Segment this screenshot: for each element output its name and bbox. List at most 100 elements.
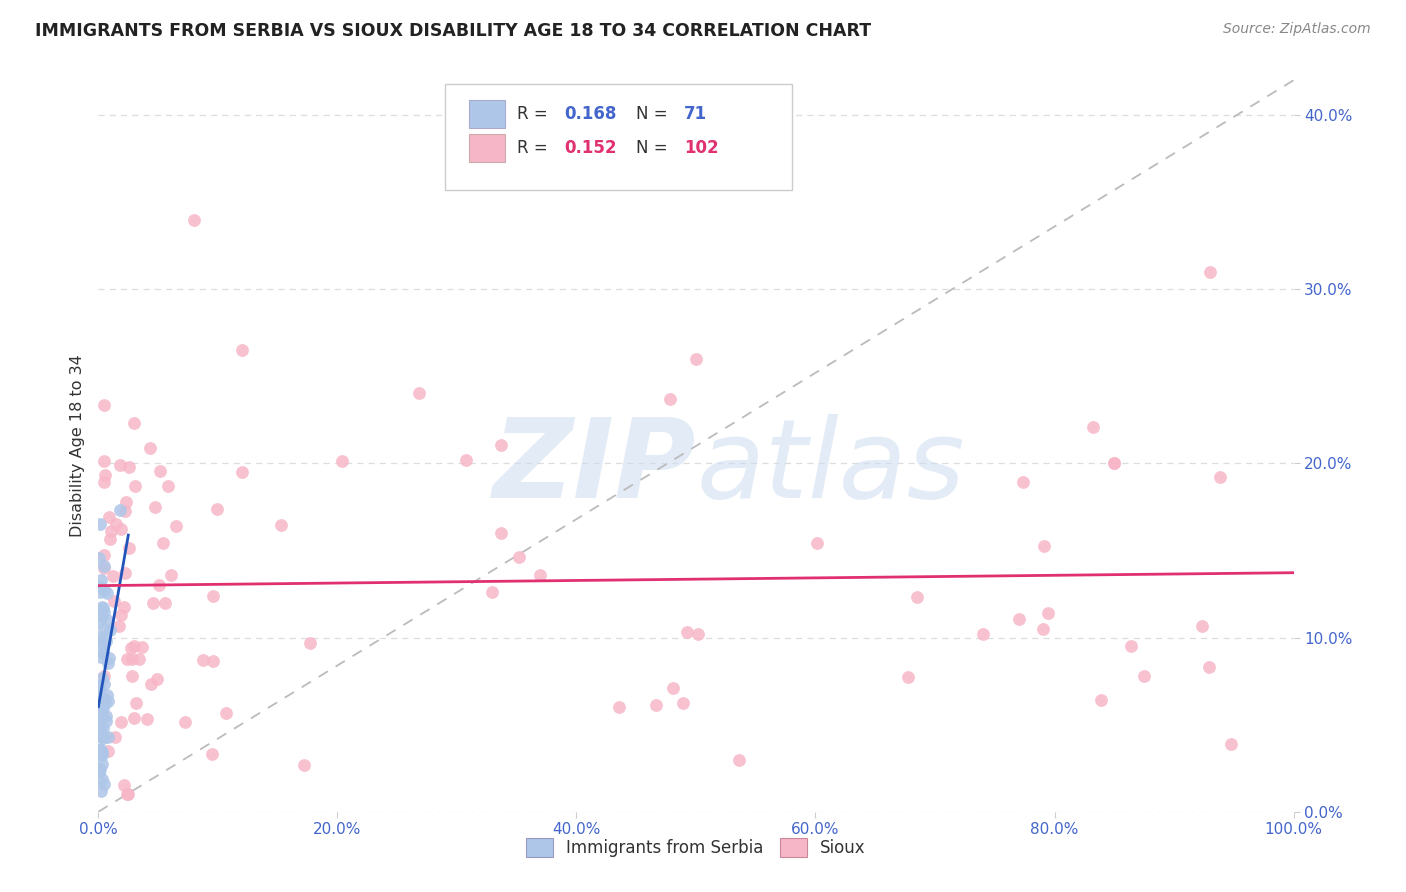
Point: [117, 541, 139, 555]
Point: [90, 573, 112, 587]
Point: [292, 757, 315, 772]
Point: [112, 778, 135, 792]
Point: [1133, 669, 1156, 683]
Point: [108, 619, 131, 633]
Point: [105, 516, 128, 531]
Point: [141, 677, 163, 691]
Point: [121, 652, 143, 666]
Point: [93, 777, 115, 791]
Point: [89, 723, 111, 738]
Point: [87, 762, 110, 776]
Point: [152, 536, 174, 550]
Point: [90, 772, 112, 787]
Point: [138, 441, 160, 455]
Point: [89, 744, 111, 758]
Point: [905, 590, 928, 604]
Point: [1219, 737, 1241, 751]
Point: [89, 580, 111, 594]
Point: [94, 468, 117, 483]
Point: [96, 613, 118, 627]
Point: [94, 634, 117, 648]
Point: [103, 569, 125, 583]
Point: [90, 745, 112, 759]
Point: [1121, 639, 1143, 653]
Point: [645, 698, 668, 712]
FancyBboxPatch shape: [446, 84, 792, 190]
Point: [120, 641, 142, 656]
Point: [659, 392, 682, 406]
Point: [98, 650, 121, 665]
Point: [330, 454, 353, 468]
Text: 0.152: 0.152: [565, 139, 617, 157]
Point: [93, 691, 115, 706]
Point: [89, 765, 111, 780]
Point: [98, 624, 121, 638]
Point: [688, 626, 710, 640]
Point: [89, 723, 111, 738]
Text: 0.168: 0.168: [565, 105, 617, 123]
Point: [165, 519, 187, 533]
Point: [93, 475, 115, 490]
Point: [89, 711, 111, 725]
Point: [93, 558, 115, 573]
Point: [108, 458, 131, 472]
Point: [97, 730, 120, 744]
Point: [91, 721, 114, 735]
Point: [90, 728, 112, 742]
Point: [1083, 420, 1105, 434]
Point: [93, 583, 115, 598]
Point: [1032, 622, 1054, 636]
Point: [135, 712, 157, 726]
Text: N =: N =: [636, 105, 673, 123]
Point: [202, 589, 225, 603]
Point: [270, 518, 292, 533]
Point: [89, 762, 111, 776]
Point: [97, 743, 120, 757]
Point: [122, 417, 145, 431]
Point: [408, 385, 430, 400]
Point: [89, 607, 111, 622]
Point: [685, 351, 707, 366]
Point: [117, 787, 139, 801]
Point: [93, 548, 115, 562]
Point: [128, 652, 150, 666]
Point: [91, 671, 114, 685]
Point: [454, 453, 477, 467]
Point: [231, 466, 253, 480]
Point: [131, 640, 153, 654]
Point: [93, 600, 115, 615]
Point: [96, 688, 118, 702]
Point: [89, 630, 111, 644]
Point: [89, 551, 111, 566]
Point: [90, 605, 112, 619]
Point: [672, 696, 695, 710]
Point: [90, 706, 112, 721]
Point: [97, 694, 120, 708]
Point: [117, 787, 139, 801]
Point: [90, 744, 112, 758]
Point: [89, 517, 111, 532]
Point: [93, 676, 115, 690]
Text: ZIP: ZIP: [492, 415, 696, 522]
Point: [972, 627, 994, 641]
Point: [1012, 475, 1035, 489]
Point: [146, 673, 169, 687]
Point: [108, 503, 131, 517]
Point: [91, 747, 114, 762]
Point: [91, 691, 114, 706]
Point: [90, 650, 112, 665]
Point: [98, 533, 121, 547]
Point: [87, 725, 110, 739]
Point: [94, 696, 117, 710]
Point: [96, 586, 118, 600]
Point: [90, 783, 112, 797]
Point: [1008, 611, 1031, 625]
Point: [91, 646, 114, 660]
Point: [202, 655, 225, 669]
Point: [112, 599, 135, 614]
Point: [89, 719, 111, 733]
Point: [100, 524, 122, 538]
Point: [157, 479, 180, 493]
Point: [104, 731, 127, 745]
Point: [90, 609, 112, 624]
